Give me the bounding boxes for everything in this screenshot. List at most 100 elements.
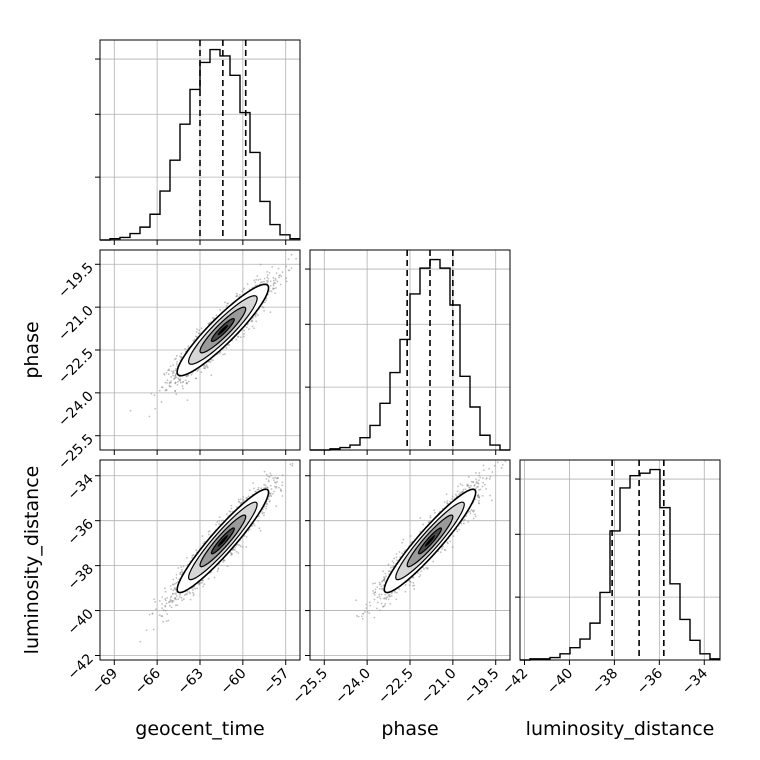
sample-point (373, 594, 376, 596)
sample-point (269, 484, 272, 487)
sample-point (230, 507, 233, 510)
histogram-step (310, 258, 510, 451)
x-tick-label: −25.5 (289, 666, 331, 708)
sample-point (166, 381, 168, 384)
sample-point (401, 552, 404, 555)
sample-point (242, 499, 245, 502)
sample-point (172, 374, 174, 377)
sample-point (269, 284, 272, 287)
sample-point (180, 596, 183, 599)
sample-point (213, 317, 216, 320)
sample-point (224, 301, 226, 304)
sample-point (165, 620, 168, 623)
sample-point (376, 607, 378, 610)
sample-point (203, 583, 206, 586)
sample-point (504, 460, 507, 463)
sample-point (382, 587, 384, 590)
sample-point (459, 483, 462, 485)
sample-point (219, 308, 221, 311)
sample-point (380, 587, 383, 590)
sample-point (168, 385, 171, 388)
sample-point (191, 372, 194, 374)
sample-point (482, 469, 485, 472)
sample-point (429, 514, 432, 517)
sample-point (246, 283, 249, 285)
sample-point (148, 613, 151, 616)
scatter-phase-vs-luminosity-distance: −25.5 −24.0 −22.5 −21.0 −19.5 (289, 459, 511, 708)
sample-point (270, 290, 273, 293)
sample-point (267, 479, 270, 482)
sample-point (272, 284, 275, 287)
sample-point (162, 620, 165, 623)
sample-point (216, 521, 219, 523)
sample-point (272, 479, 275, 482)
sample-point (268, 476, 271, 478)
axes-frame (519, 459, 721, 661)
sample-point (278, 274, 281, 277)
sample-point (160, 386, 163, 389)
sample-point (272, 279, 275, 282)
density-peak (217, 535, 228, 547)
sample-point (158, 614, 161, 617)
sample-point (261, 281, 263, 284)
sample-point (422, 523, 425, 526)
sample-point (462, 519, 465, 522)
sample-point (277, 477, 279, 479)
sample-point (158, 389, 161, 392)
sample-point (206, 366, 209, 369)
sample-point (178, 596, 181, 598)
sample-point (263, 470, 266, 473)
sample-point (360, 615, 363, 618)
sample-point (473, 484, 476, 487)
sample-point (382, 570, 384, 573)
sample-point (270, 488, 273, 491)
sample-point (226, 302, 229, 305)
y-tick-label: −24.0 (55, 388, 97, 430)
sample-point (383, 597, 386, 600)
sample-point (217, 567, 220, 570)
y-tick-label: −25.5 (55, 431, 97, 473)
sample-point (280, 275, 283, 278)
sample-point (166, 613, 169, 615)
sample-point (384, 572, 387, 575)
sample-point (243, 333, 245, 335)
sample-point (279, 488, 282, 491)
sample-point (172, 578, 175, 581)
sample-point (281, 495, 284, 497)
sample-point (378, 609, 381, 612)
sample-point (182, 598, 185, 600)
sample-point (267, 480, 270, 483)
sample-point (175, 592, 177, 595)
sample-point (171, 601, 174, 604)
sample-point (174, 390, 177, 393)
sample-point (200, 371, 203, 374)
sample-point (475, 487, 477, 490)
sample-point (200, 327, 203, 330)
sample-point (281, 481, 284, 484)
sample-point (479, 488, 482, 491)
sample-point (355, 614, 358, 617)
sample-point (170, 588, 173, 591)
x-tick-label: −24.0 (332, 666, 374, 708)
sample-point (291, 464, 294, 467)
density-peak (424, 535, 436, 547)
sample-point (176, 383, 179, 386)
x-tick-label: −40 (544, 666, 576, 698)
sample-point (290, 253, 293, 256)
sample-point (369, 604, 372, 607)
x-tick-label: −66 (132, 665, 164, 697)
sample-point (212, 359, 214, 362)
sample-point (265, 507, 267, 510)
y-tick-label: −34 (65, 471, 97, 503)
sample-point (362, 612, 364, 615)
sample-point (174, 381, 177, 384)
sample-point (180, 566, 183, 568)
sample-point (254, 315, 257, 318)
sample-point (473, 509, 476, 512)
sample-point (475, 480, 478, 483)
sample-point (210, 374, 213, 377)
sample-point (242, 495, 245, 498)
sample-point (154, 407, 157, 410)
sample-point (419, 530, 422, 533)
histogram-geocent-time (95, 39, 301, 245)
